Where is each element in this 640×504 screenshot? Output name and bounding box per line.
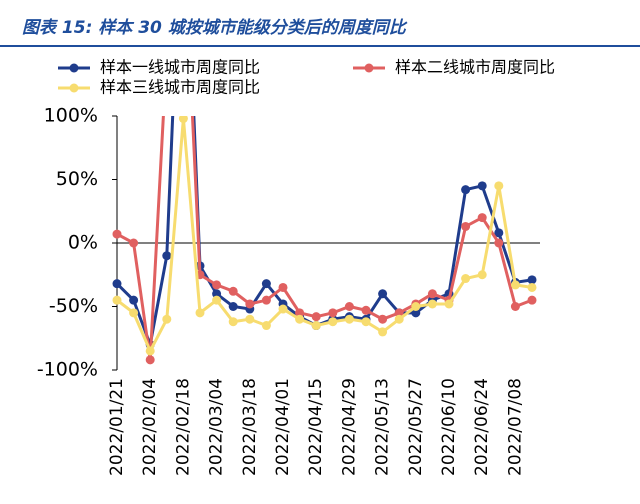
point	[261, 279, 271, 289]
point	[112, 279, 122, 289]
x-tick-label: 2022/03/04	[207, 378, 227, 476]
point	[344, 314, 354, 324]
point	[411, 308, 421, 318]
series-line	[116, 116, 533, 361]
point	[212, 295, 222, 305]
point	[461, 185, 471, 195]
point	[378, 289, 388, 299]
point	[361, 305, 371, 315]
point	[245, 314, 255, 324]
x-tick-label: 2022/06/10	[439, 378, 459, 476]
point	[444, 299, 454, 309]
point	[145, 355, 155, 365]
plot-area	[112, 48, 537, 365]
point	[411, 302, 421, 311]
point	[494, 238, 504, 248]
y-tick-label: 100%	[44, 105, 98, 127]
point	[477, 270, 487, 280]
x-tick-label: 2022/01/21	[107, 378, 127, 476]
point	[328, 317, 338, 327]
point	[162, 251, 172, 261]
x-tick-label: 2022/04/29	[339, 378, 359, 476]
point	[129, 238, 139, 248]
point	[245, 299, 255, 309]
point	[178, 116, 188, 124]
point	[278, 282, 288, 292]
y-tick-label: -100%	[37, 359, 98, 381]
point	[228, 286, 238, 296]
point	[145, 346, 155, 356]
y-tick-label: 50%	[56, 168, 98, 190]
x-tick-label: 2022/02/04	[140, 378, 160, 476]
point	[494, 228, 504, 238]
point	[311, 321, 321, 331]
x-tick-label: 2022/03/18	[240, 378, 260, 476]
point	[527, 275, 537, 285]
point	[477, 181, 487, 191]
point	[162, 48, 171, 57]
point	[195, 308, 205, 318]
x-tick-label: 2022/04/15	[306, 378, 326, 476]
legend-marker	[69, 63, 79, 73]
legend-label: 样本二线城市周度同比	[395, 58, 555, 77]
point	[527, 295, 537, 305]
chart-title: 图表 15: 样本 30 城按城市能级分类后的周度同比	[22, 18, 408, 38]
series-line	[116, 118, 533, 355]
point	[228, 302, 238, 311]
x-tick-label: 2022/02/18	[173, 378, 193, 476]
point	[112, 295, 122, 305]
point	[510, 302, 520, 311]
point	[212, 289, 222, 299]
legend-marker	[364, 63, 374, 73]
point	[378, 314, 388, 324]
point	[129, 295, 139, 305]
legend-label: 样本一线城市周度同比	[100, 58, 260, 77]
x-tick-label: 2022/06/24	[472, 378, 492, 476]
point	[311, 312, 321, 322]
point	[461, 221, 471, 231]
point	[261, 321, 271, 331]
x-tick-label: 2022/05/27	[406, 378, 426, 476]
point	[394, 314, 404, 324]
point	[112, 229, 122, 239]
point	[427, 289, 437, 299]
point	[378, 327, 388, 337]
legend-marker	[69, 83, 79, 93]
point	[162, 314, 172, 324]
legend-label: 样本三线城市周度同比	[100, 78, 260, 97]
point	[510, 280, 520, 290]
point	[328, 308, 338, 318]
point	[129, 308, 139, 318]
point	[494, 181, 504, 191]
x-tick-label: 2022/04/01	[273, 378, 293, 476]
point	[477, 213, 487, 223]
point	[278, 304, 288, 314]
point	[295, 314, 305, 324]
x-tick-label: 2022/05/13	[373, 378, 393, 476]
point	[212, 280, 222, 290]
point	[228, 317, 238, 327]
x-tick-label: 2022/07/08	[505, 378, 525, 476]
point	[461, 274, 471, 284]
point	[344, 302, 354, 311]
point	[261, 295, 271, 305]
y-tick-label: 0%	[68, 232, 98, 254]
point	[527, 282, 537, 292]
point	[427, 299, 437, 309]
point	[295, 308, 305, 318]
y-tick-label: -50%	[49, 295, 98, 317]
point	[361, 317, 371, 327]
point	[394, 308, 404, 318]
